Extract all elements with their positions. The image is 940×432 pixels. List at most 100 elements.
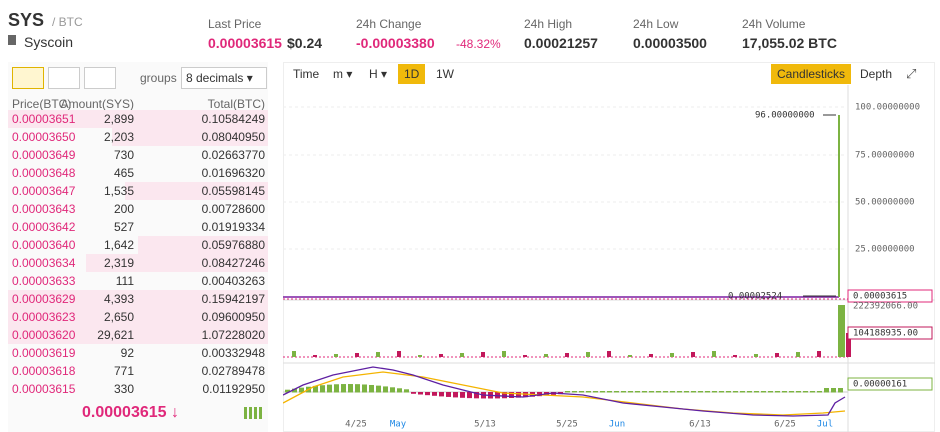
volume-bar — [334, 354, 338, 357]
chart: 100.00000000 75.00000000 50.00000000 25.000… — [283, 85, 935, 432]
macd-bar — [432, 392, 437, 396]
macd-bar — [628, 391, 633, 393]
volume-bar — [628, 355, 632, 357]
volume-bar — [397, 351, 401, 357]
groups-label: groups — [140, 71, 177, 85]
orderbook-row[interactable]: 0.00003633 111 0.00403263 — [8, 272, 268, 290]
macd-bar — [803, 391, 808, 393]
macd-bar — [740, 391, 745, 393]
macd-bar — [614, 391, 619, 393]
orderbook-row[interactable]: 0.00003620 29,621 1.07228020 — [8, 326, 268, 344]
orderbook-row[interactable]: 0.00003640 1,642 0.05976880 — [8, 236, 268, 254]
amount: 200 — [113, 202, 134, 216]
amount: 2,203 — [103, 130, 134, 144]
amount: 730 — [113, 148, 134, 162]
amount: 330 — [113, 382, 134, 396]
volume-bar — [355, 353, 359, 357]
volume-bar — [460, 353, 464, 357]
amount: 4,393 — [103, 292, 134, 306]
price: 0.00003649 — [12, 148, 76, 162]
annotation: 96.00000000 — [755, 111, 815, 121]
macd-bar — [719, 391, 724, 393]
macd-bar — [334, 384, 339, 393]
last-price: 0.00003615 ↓ — [82, 404, 179, 421]
macd-bar — [838, 388, 843, 393]
macd-bar — [383, 386, 388, 393]
macd-bar — [376, 385, 381, 393]
macd-bar — [761, 391, 766, 393]
toolbar-button[interactable]: 1D — [398, 64, 426, 84]
orderbook-row[interactable]: 0.00003650 2,203 0.08040950 — [8, 128, 268, 146]
total: 0.15942197 — [201, 292, 265, 306]
macd-bar — [299, 387, 304, 393]
volume-tag: 104188935.00 — [853, 329, 918, 339]
price: 0.00003615 — [12, 382, 76, 396]
toolbar-button[interactable]: H ▾ — [369, 67, 388, 81]
orderbook-row[interactable]: 0.00003642 527 0.01919334 — [8, 218, 268, 236]
toolbar-label: Time — [293, 67, 320, 81]
x-tick-label: 5/13 — [474, 420, 496, 430]
volume-bar — [607, 351, 611, 357]
macd-bar — [537, 392, 542, 397]
macd-bar — [439, 392, 444, 397]
orderbook-row[interactable]: 0.00003623 2,650 0.09600950 — [8, 308, 268, 326]
price: 0.00003618 — [12, 364, 76, 378]
total: 0.05976880 — [201, 238, 265, 252]
view-both[interactable] — [12, 67, 44, 89]
orderbook-row[interactable]: 0.00003615 330 0.01192950 — [8, 380, 268, 398]
volume-bar — [376, 352, 380, 357]
view-asks[interactable] — [84, 67, 116, 89]
macd-bar — [285, 389, 290, 393]
orderbook-row[interactable]: 0.00003629 4,393 0.15942197 — [8, 290, 268, 308]
macd-tag-box — [847, 377, 933, 391]
volume-bar — [649, 354, 653, 357]
macd-bar — [677, 391, 682, 393]
toolbar-button[interactable]: Depth — [860, 67, 893, 81]
stat-value: -0.00003380 — [356, 35, 435, 51]
last-price-value: 0.00003615 — [82, 404, 167, 421]
stat-label: 24h Change — [356, 17, 422, 31]
macd-bar — [404, 389, 409, 393]
view-bids[interactable] — [48, 67, 80, 89]
toolbar-button[interactable]: Time — [287, 64, 325, 84]
groups-select[interactable]: 8 decimals ▾ — [181, 67, 267, 89]
orderbook-row[interactable]: 0.00003649 730 0.02663770 — [8, 146, 268, 164]
orderbook-row[interactable]: 0.00003647 1,535 0.05598145 — [8, 182, 268, 200]
macd-bar — [607, 391, 612, 393]
macd-bar — [796, 391, 801, 393]
toolbar-button[interactable]: m ▾ — [333, 67, 353, 81]
macd-bar — [635, 391, 640, 393]
macd-bar — [446, 392, 451, 397]
orderbook-row[interactable]: 0.00003619 92 0.00332948 — [8, 344, 268, 362]
macd-bar — [691, 391, 696, 393]
y-tick-label: 100.00000000 — [855, 103, 920, 113]
macd-histogram — [285, 384, 843, 399]
orderbook-row[interactable]: 0.00003634 2,319 0.08427246 — [8, 254, 268, 272]
orderbook-row[interactable]: 0.00003643 200 0.00728600 — [8, 200, 268, 218]
orderbook-row[interactable]: 0.00003648 465 0.01696320 — [8, 164, 268, 182]
fullscreen[interactable]: ⤢ — [906, 66, 917, 81]
annotation: 0.00002524 — [728, 292, 782, 302]
macd-bar — [768, 391, 773, 393]
stat-extra: -48.32% — [456, 37, 501, 51]
price: 0.00003651 — [12, 112, 76, 126]
macd-bar — [831, 388, 836, 393]
orderbook-row[interactable]: 0.00003651 2,899 0.10584249 — [8, 110, 268, 128]
x-tick-label: 5/25 — [556, 420, 578, 430]
toolbar-button[interactable]: Candlesticks — [771, 64, 852, 84]
total: 0.08427246 — [201, 256, 265, 270]
y-tick-label: 50.00000000 — [855, 198, 915, 208]
macd-bar — [642, 391, 647, 393]
macd-bar — [313, 385, 318, 393]
volume-bar — [796, 352, 800, 357]
toolbar-button[interactable]: 1W — [430, 64, 460, 84]
volume-spike — [838, 305, 845, 357]
orderbook-row[interactable]: 0.00003618 771 0.02789478 — [8, 362, 268, 380]
volume-max: 222392066.00 — [853, 302, 918, 312]
toolbar-label: 1W — [436, 67, 454, 81]
total: 0.00728600 — [201, 202, 265, 216]
volume-bar — [439, 354, 443, 357]
volume-bar — [775, 353, 779, 357]
volume-bar — [754, 354, 758, 357]
